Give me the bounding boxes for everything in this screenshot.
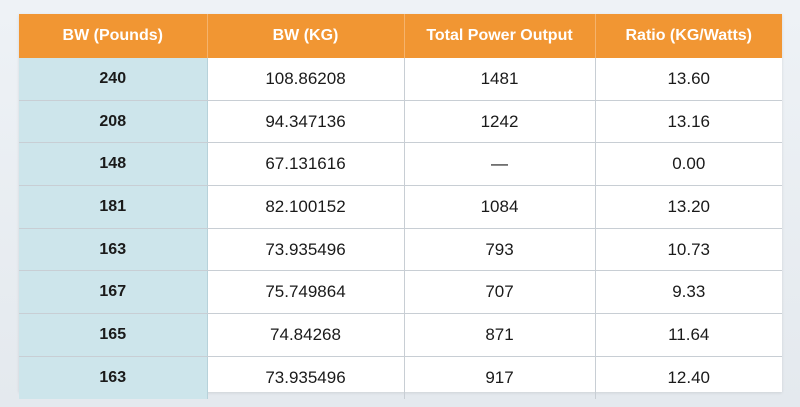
cell-total-power-output: 917 xyxy=(404,356,596,399)
cell-total-power-output: — xyxy=(404,142,596,187)
cell-bw-pounds: 163 xyxy=(19,228,208,272)
table-row: 163 73.935496 793 10.73 xyxy=(19,228,782,272)
header-total-power-output: Total Power Output xyxy=(404,14,596,58)
cell-ratio: 11.64 xyxy=(595,313,782,357)
cell-total-power-output: 1481 xyxy=(404,58,596,101)
cell-ratio: 0.00 xyxy=(595,142,782,187)
cell-bw-kg: 75.749864 xyxy=(207,270,405,315)
cell-bw-kg: 108.86208 xyxy=(207,58,405,101)
table-row: 181 82.100152 1084 13.20 xyxy=(19,185,782,229)
cell-total-power-output: 871 xyxy=(404,313,596,357)
table-row: 208 94.347136 1242 13.16 xyxy=(19,100,782,144)
cell-bw-pounds: 167 xyxy=(19,270,208,315)
cell-bw-kg: 82.100152 xyxy=(207,185,405,229)
header-ratio: Ratio (KG/Watts) xyxy=(595,14,782,58)
cell-total-power-output: 1242 xyxy=(404,100,596,144)
table-body: 240 108.86208 1481 13.60 208 94.347136 1… xyxy=(19,58,782,399)
header-bw-kg: BW (KG) xyxy=(207,14,405,58)
cell-ratio: 13.60 xyxy=(595,58,782,101)
header-bw-pounds: BW (Pounds) xyxy=(19,14,208,58)
data-table-container: BW (Pounds) BW (KG) Total Power Output R… xyxy=(19,14,782,399)
cell-bw-pounds: 163 xyxy=(19,356,208,399)
cell-bw-pounds: 208 xyxy=(19,100,208,144)
cell-bw-pounds: 240 xyxy=(19,58,208,101)
cell-bw-kg: 74.84268 xyxy=(207,313,405,357)
header-row: BW (Pounds) BW (KG) Total Power Output R… xyxy=(19,14,782,58)
table-row: 163 73.935496 917 12.40 xyxy=(19,356,782,399)
table-row: 148 67.131616 — 0.00 xyxy=(19,142,782,187)
cell-bw-kg: 94.347136 xyxy=(207,100,405,144)
cell-bw-kg: 73.935496 xyxy=(207,228,405,272)
cell-total-power-output: 707 xyxy=(404,270,596,315)
cell-total-power-output: 793 xyxy=(404,228,596,272)
cell-ratio: 12.40 xyxy=(667,367,711,387)
cell-bw-pounds: 148 xyxy=(19,142,208,187)
cell-bw-pounds: 165 xyxy=(19,313,208,357)
cell-total-power-output: 1084 xyxy=(404,185,596,229)
table-row: 240 108.86208 1481 13.60 xyxy=(19,58,782,101)
cell-ratio: 10.73 xyxy=(595,228,782,272)
cell-ratio: 9.33 xyxy=(595,270,782,315)
cell-ratio: 13.16 xyxy=(595,100,782,144)
cell-ratio: 13.20 xyxy=(595,185,782,229)
table-row: 167 75.749864 707 9.33 xyxy=(19,270,782,315)
data-table: BW (Pounds) BW (KG) Total Power Output R… xyxy=(19,14,782,399)
cell-bw-pounds: 181 xyxy=(19,185,208,229)
cell-bw-kg: 67.131616 xyxy=(207,142,405,187)
table-header: BW (Pounds) BW (KG) Total Power Output R… xyxy=(19,14,782,58)
cell-bw-kg: 73.935496 xyxy=(207,356,405,399)
table-row: 165 74.84268 871 11.64 xyxy=(19,313,782,357)
